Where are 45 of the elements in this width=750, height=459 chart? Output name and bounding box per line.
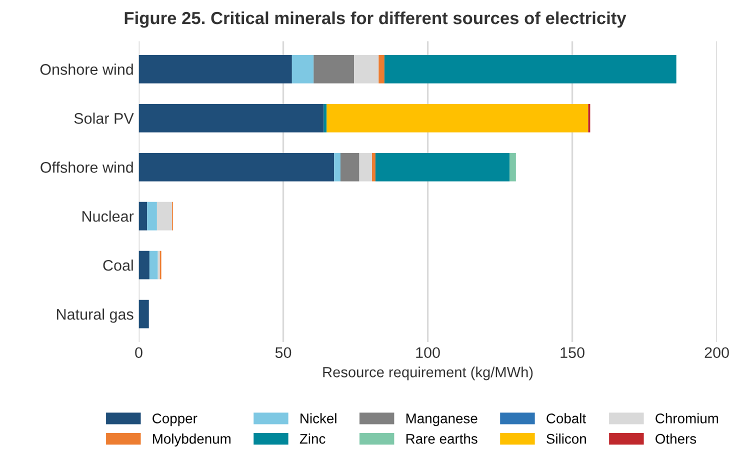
bar [138,202,148,230]
y-tick-label: Nuclear [82,210,134,222]
bar [384,54,676,84]
bar [334,152,340,182]
y-tick-label: Offshore wind [40,162,133,173]
bar [354,54,379,84]
legend-label: Others [656,434,696,444]
bar [324,104,327,132]
bar [359,152,372,182]
y-tick-label: Solar PV [74,112,134,124]
legend-label: Zinc [300,434,326,444]
y-tick-label: Onshore wind [40,64,133,75]
bar [510,152,516,182]
bar [292,54,314,84]
legend-label: Nickel [300,413,336,424]
legend-label: Cobalt [546,413,586,424]
x-axis-title: Resource requirement (kg/MWh) [323,366,533,380]
x-tick-label: 50 [275,347,292,358]
bar [375,152,510,182]
y-tick-label: Natural gas [57,308,134,323]
x-tick-label: 200 [704,347,729,358]
chart-title: Figure 25. Critical minerals for different sources of electricity [124,11,626,28]
x-tick-label: 150 [560,347,584,358]
bar [138,300,149,328]
x-tick-label: 100 [416,347,440,358]
y-tick-label: Coal [103,260,133,271]
legend-label: Manganese [406,414,478,426]
bar [138,250,150,280]
bar [378,54,384,84]
x-tick-label: 0 [135,347,142,358]
bar [340,152,360,182]
bar [138,152,334,182]
bar [138,54,292,84]
bar [149,250,158,280]
legend-label: Molybdenum [153,434,230,446]
bar [314,54,354,84]
bar [138,104,324,132]
bar [372,152,376,182]
legend-label: Copper [152,414,198,426]
legend-label: Rare earths [406,434,478,444]
bar [156,202,172,230]
legend-label: Chromium [656,413,718,424]
bar [147,202,157,230]
bar [326,104,588,132]
legend-label: Silicon [546,434,586,444]
